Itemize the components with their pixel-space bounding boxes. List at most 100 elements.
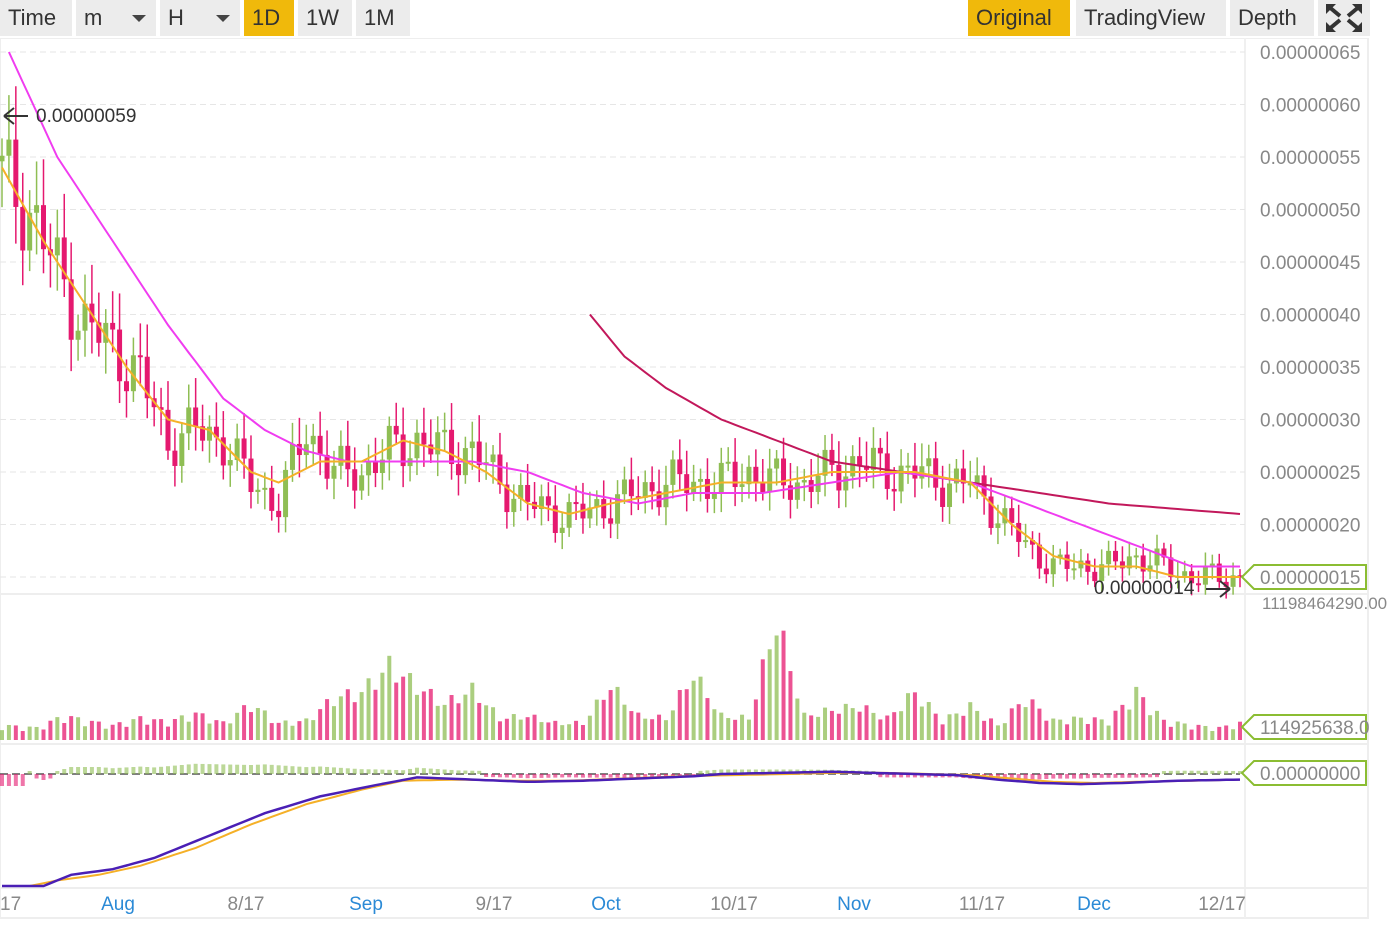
volume-bar <box>774 635 779 740</box>
macd-histogram-bar <box>41 774 46 780</box>
candle-body <box>518 484 524 499</box>
candle-body <box>255 489 261 493</box>
volume-bar <box>1002 723 1007 740</box>
volume-bar <box>1238 721 1242 740</box>
moving-average-short <box>1 167 1240 578</box>
volume-bar <box>850 708 855 740</box>
macd-histogram-bar <box>587 774 592 778</box>
volume-bar <box>740 714 745 740</box>
volume-bar <box>352 702 357 740</box>
volume-bar <box>463 694 468 740</box>
volume-bar <box>1224 725 1229 740</box>
candle-body <box>414 432 420 459</box>
macd-histogram-bar <box>152 767 157 774</box>
candle-body <box>338 445 344 466</box>
candle-body <box>1043 568 1049 575</box>
macd-histogram-bar <box>525 774 530 779</box>
time-axis-label: Dec <box>1077 894 1111 915</box>
volume-bar <box>248 712 253 740</box>
volume-bar <box>580 725 585 740</box>
volume-bar <box>221 721 226 740</box>
macd-histogram-bar <box>504 774 509 778</box>
chart-area[interactable]: 0.00000065 0.00000060 0.00000055 0.00000050… <box>0 38 1390 928</box>
candle-body <box>1078 560 1084 569</box>
macd-histogram-bar <box>89 767 94 774</box>
candle-body <box>400 434 406 467</box>
price-tick-label: 0.00000050 <box>1260 201 1360 222</box>
macd-histogram-bar <box>1009 774 1014 780</box>
macd-histogram-bar <box>366 769 371 774</box>
candle-body <box>1050 558 1056 575</box>
view-depth-button[interactable]: Depth <box>1230 0 1314 36</box>
candle-body <box>137 355 143 358</box>
macd-histogram-bar <box>297 766 302 774</box>
macd-histogram-bar <box>165 766 170 774</box>
macd-histogram-bar <box>442 769 447 774</box>
macd-histogram-bar <box>574 774 579 778</box>
volume-bar <box>380 672 385 740</box>
candle-body <box>504 484 510 513</box>
candle-body <box>1126 556 1132 569</box>
volume-bar <box>961 715 966 740</box>
macd-histogram-bar <box>698 770 703 774</box>
interval-1d-button[interactable]: 1D <box>244 0 294 36</box>
volume-bar <box>1168 726 1173 740</box>
volume-bar <box>428 688 433 740</box>
interval-1m-button[interactable]: 1M <box>356 0 410 36</box>
last-volume-label: 114925638.0 <box>1260 718 1370 739</box>
volume-bar <box>421 691 426 740</box>
view-original-button[interactable]: Original <box>968 0 1070 36</box>
volume-bar <box>601 699 606 740</box>
candle-body <box>310 435 316 445</box>
volume-bar <box>940 724 945 740</box>
hour-select[interactable]: H <box>160 0 240 36</box>
volume-bar <box>145 724 150 740</box>
candle-body <box>393 425 399 435</box>
macd-line <box>2 770 1241 888</box>
volume-bar <box>193 712 198 740</box>
volume-bar <box>560 725 565 740</box>
candle-body <box>490 454 496 463</box>
candle-body <box>6 139 12 156</box>
volume-bar <box>1009 708 1014 740</box>
candle-body <box>511 498 517 513</box>
macd-histogram-bar <box>172 765 177 774</box>
candle-body <box>1168 557 1174 578</box>
candle-body <box>144 356 150 399</box>
macd-histogram-bar <box>248 765 253 774</box>
macd-histogram-bar <box>456 770 461 774</box>
macd-histogram-bar <box>0 774 4 786</box>
fullscreen-icon[interactable] <box>1318 0 1370 36</box>
candle-body <box>324 454 330 479</box>
time-axis-label: 10/17 <box>710 894 758 915</box>
volume-bar <box>269 723 274 740</box>
macd-histogram-bar <box>477 770 482 774</box>
candle-body <box>123 381 129 392</box>
volume-bar <box>165 726 170 740</box>
candle-body <box>718 462 724 494</box>
macd-histogram-bar <box>719 769 724 774</box>
candle-body <box>940 487 946 507</box>
candle-body <box>663 484 669 508</box>
macd-histogram-bar <box>345 768 350 774</box>
macd-histogram-bar <box>532 774 537 779</box>
minute-select[interactable]: m <box>76 0 156 36</box>
candle-body <box>787 485 793 500</box>
candle-body <box>1016 522 1022 542</box>
candle-body <box>262 487 268 490</box>
volume-bar <box>325 699 330 740</box>
candle-body <box>68 279 74 340</box>
candle-body <box>898 465 904 492</box>
macd-histogram-bar <box>899 774 904 778</box>
view-tradingview-button[interactable]: TradingView <box>1076 0 1226 36</box>
minute-select-label: m <box>84 5 103 30</box>
candle-body <box>469 441 475 449</box>
volume-bar <box>746 719 751 740</box>
candle-body <box>1147 565 1153 572</box>
volume-bar <box>470 682 475 740</box>
volume-bar <box>55 717 60 740</box>
candle-body <box>110 322 116 330</box>
volume-bar <box>338 696 343 740</box>
macd-histogram-bar <box>463 770 468 774</box>
interval-1w-button[interactable]: 1W <box>298 0 352 36</box>
